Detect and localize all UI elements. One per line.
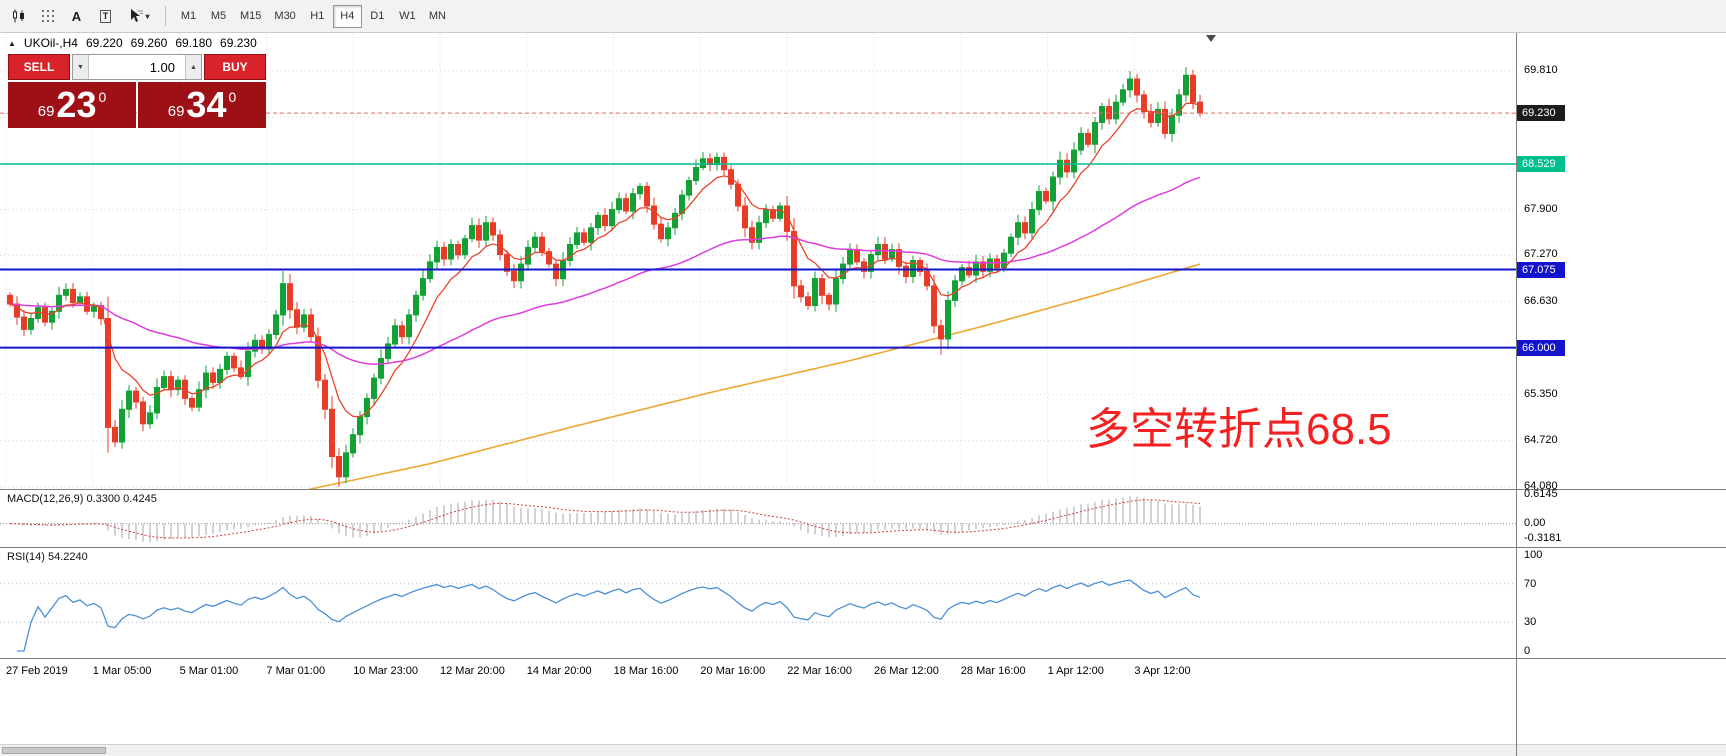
timeframe-button-w1[interactable]: W1 [393, 5, 422, 28]
timeframe-button-d1[interactable]: D1 [363, 5, 392, 28]
time-axis-label: 26 Mar 12:00 [874, 665, 939, 677]
chart-text-annotation[interactable]: 多空转折点68.5 [1086, 405, 1392, 454]
letter-t-icon: T [99, 9, 112, 23]
timeframe-button-m15[interactable]: M15 [234, 5, 267, 28]
sell-button[interactable]: SELL [8, 54, 70, 80]
time-axis-label: 18 Mar 16:00 [613, 665, 679, 677]
letter-a-icon: A [71, 8, 82, 24]
time-axis-label: 10 Mar 23:00 [353, 665, 419, 677]
chart-shift-marker[interactable] [1206, 35, 1216, 42]
timeframe-button-m1[interactable]: M1 [174, 5, 203, 28]
macd-panel: MACD(12,26,9) 0.3300 0.4245 [0, 490, 1726, 548]
one-click-panel-toggle-icon[interactable]: ▲ [8, 38, 16, 48]
rsi-header: RSI(14) 54.2240 [7, 551, 88, 563]
time-axis[interactable]: 27 Feb 2019 1 Mar 05:00 5 Mar 01:00 7 Mar 0… [0, 659, 1726, 685]
one-click-trade-panel: SELL ▼ 1.00 ▲ BUY 69 23 [8, 54, 266, 128]
sell-price-handle: 69 [37, 102, 55, 120]
ohlc-open: 69.220 [85, 36, 123, 50]
price-axis-label: 67.270 [1524, 248, 1558, 261]
chevron-down-icon: ▾ [145, 11, 150, 21]
price-axis-label: 66.630 [1524, 294, 1558, 307]
macd-axis-label: 0.00 [1524, 516, 1546, 529]
price-axis-label: 69.810 [1524, 63, 1558, 76]
volume-stepper: ▼ 1.00 ▲ [72, 54, 202, 80]
time-axis-label: 20 Mar 16:00 [700, 665, 766, 677]
main-toolbar: A T ▾ M1 M5 M15 M30 H1 H4 D1 W1 MN [0, 0, 1726, 33]
rsi-canvas[interactable] [0, 548, 1516, 658]
rsi-axis-label: 70 [1524, 577, 1537, 590]
triangle-down-icon: ▼ [77, 63, 84, 71]
symbol-info: ▲ UKOil-,H4 69.220 69.260 69.180 69.230 [8, 36, 257, 50]
price-axis-label: 67.900 [1524, 202, 1558, 215]
macd-canvas[interactable] [0, 490, 1516, 547]
timeframe-button-h1[interactable]: H1 [303, 5, 332, 28]
time-axis-label: 7 Mar 01:00 [266, 665, 326, 677]
crosshair-cursor-tool-button[interactable]: ▾ [121, 4, 157, 29]
volume-decrease-button[interactable]: ▼ [73, 55, 89, 79]
buy-button[interactable]: BUY [204, 54, 266, 80]
current-price-badge: 69.230 [1517, 105, 1565, 122]
timeframe-button-mn[interactable]: MN [423, 5, 452, 28]
text-annotation-tool-button[interactable]: A [63, 4, 90, 29]
ohlc-low: 69.180 [175, 36, 213, 50]
rsi-chart-area[interactable]: RSI(14) 54.2240 [0, 548, 1516, 658]
price-level-badge: 67.075 [1517, 261, 1565, 278]
sell-price-fraction: 0 [98, 89, 107, 105]
price-axis-label: 64.720 [1524, 433, 1558, 446]
buy-price-display[interactable]: 69 34 0 [138, 82, 266, 128]
price-level-badge: 66.000 [1517, 339, 1565, 356]
main-chart-area[interactable]: ▲ UKOil-,H4 69.220 69.260 69.180 69.230 … [0, 33, 1516, 489]
time-axis-label: 28 Mar 16:00 [960, 665, 1026, 677]
candlestick-chart-icon [12, 9, 24, 23]
symbol-timeframe-label: UKOil-,H4 [23, 36, 78, 50]
buy-price-fraction: 0 [228, 89, 237, 105]
sell-price-display[interactable]: 69 23 0 [8, 82, 136, 128]
time-axis-label: 22 Mar 16:00 [787, 665, 853, 677]
grid-tool-button[interactable] [34, 4, 61, 29]
price-level-badge: 68.529 [1517, 155, 1565, 172]
buy-price-handle: 69 [167, 102, 185, 120]
macd-axis-label: -0.3181 [1524, 531, 1562, 544]
rsi-axis-label: 0 [1524, 645, 1531, 657]
price-axis[interactable]: 69.810 67.900 67.270 66.630 65.350 64.720 64.0… [1516, 33, 1726, 756]
volume-increase-button[interactable]: ▲ [185, 55, 201, 79]
buy-price-pips: 34 [186, 84, 227, 125]
time-axis-label: 3 Apr 12:00 [1134, 665, 1191, 677]
price-axis-label: 64.080 [1524, 479, 1558, 492]
time-axis-label: 14 Mar 20:00 [526, 665, 592, 677]
volume-field[interactable]: 1.00 [149, 59, 175, 75]
macd-axis-label: 0.6145 [1524, 487, 1558, 500]
toolbar-separator [165, 6, 166, 26]
time-axis-label: 5 Mar 01:00 [179, 665, 239, 677]
grid-icon [41, 10, 54, 22]
macd-chart-area[interactable]: MACD(12,26,9) 0.3300 0.4245 [0, 490, 1516, 547]
timeframe-button-h4[interactable]: H4 [332, 4, 362, 28]
cursor-icon [131, 9, 144, 22]
time-axis-label: 12 Mar 20:00 [440, 665, 505, 677]
timeframe-toolbar: M1 M5 M15 M30 H1 H4 D1 W1 MN [174, 4, 452, 28]
rsi-panel: RSI(14) 54.2240 [0, 548, 1726, 659]
rsi-axis-label: 100 [1524, 549, 1543, 561]
horizontal-scrollbar-thumb[interactable] [2, 747, 106, 754]
candlestick-chart-tool-button[interactable] [5, 4, 32, 29]
time-axis-label: 27 Feb 2019 [6, 665, 68, 677]
price-axis-label: 65.350 [1524, 387, 1558, 400]
ohlc-close: 69.230 [220, 36, 257, 50]
macd-header: MACD(12,26,9) 0.3300 0.4245 [7, 493, 157, 505]
timeframe-button-m5[interactable]: M5 [204, 5, 233, 28]
sell-price-pips: 23 [56, 84, 97, 125]
rsi-axis-label: 30 [1524, 616, 1537, 629]
ohlc-high: 69.260 [130, 36, 168, 50]
text-label-tool-button[interactable]: T [92, 4, 119, 29]
timeframe-button-m30[interactable]: M30 [268, 5, 301, 28]
horizontal-scrollbar[interactable] [0, 744, 1726, 756]
time-axis-label: 1 Apr 12:00 [1047, 665, 1104, 677]
triangle-up-icon: ▲ [190, 63, 197, 71]
main-chart-panel: ▲ UKOil-,H4 69.220 69.260 69.180 69.230 … [0, 33, 1726, 490]
time-axis-label: 1 Mar 05:00 [92, 665, 152, 677]
